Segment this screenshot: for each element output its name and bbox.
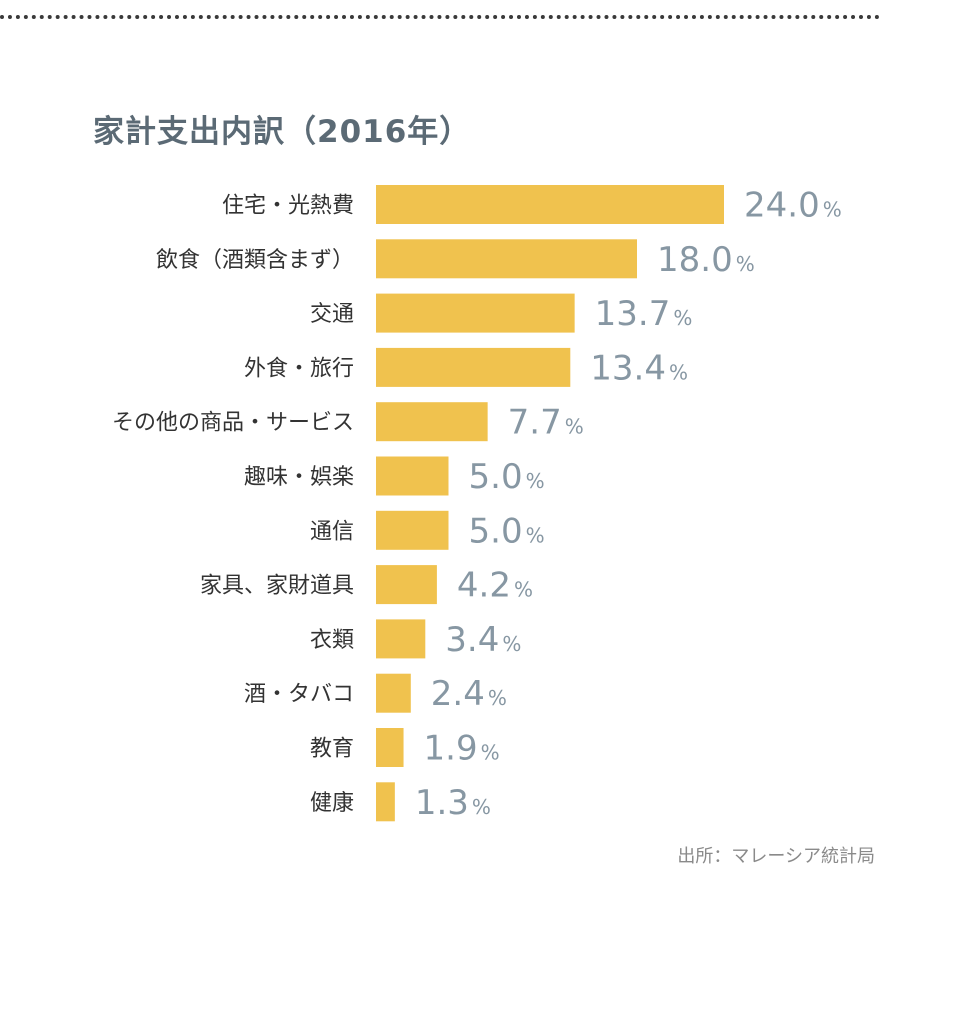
bar-group: 外食・旅行 13.4% bbox=[244, 347, 688, 388]
value-unit: % bbox=[526, 523, 545, 547]
bar-group: 飲食（酒類含まず） 18.0% bbox=[156, 239, 755, 280]
value-unit: % bbox=[514, 578, 533, 602]
category-label: 酒・タバコ bbox=[244, 682, 354, 707]
bar bbox=[376, 673, 411, 713]
bar-group: その他の商品・サービス 7.7% bbox=[112, 402, 584, 443]
category-label: その他の商品・サービス bbox=[112, 411, 354, 436]
value-unit: % bbox=[526, 469, 545, 493]
value-unit: % bbox=[565, 415, 584, 439]
category-label: 教育 bbox=[310, 737, 354, 762]
bar bbox=[376, 456, 449, 496]
bar bbox=[376, 239, 637, 279]
bar-group: 教育 1.9% bbox=[310, 728, 500, 769]
value-number: 1.9 bbox=[424, 729, 478, 769]
bar-group: 趣味・娯楽 5.0% bbox=[244, 456, 545, 497]
value-number: 24.0 bbox=[744, 186, 820, 226]
category-label: 交通 bbox=[310, 302, 354, 327]
category-label: 家具、家財道具 bbox=[200, 574, 354, 599]
value-unit: % bbox=[823, 198, 842, 222]
value-number: 1.3 bbox=[415, 783, 469, 823]
value-number: 7.7 bbox=[508, 403, 562, 443]
value-unit: % bbox=[472, 795, 491, 819]
category-label: 飲食（酒類含まず） bbox=[156, 248, 354, 273]
value-unit: % bbox=[669, 360, 688, 384]
value-label: 18.0% bbox=[657, 240, 755, 280]
value-unit: % bbox=[736, 252, 755, 276]
category-label: 衣類 bbox=[310, 628, 354, 653]
value-number: 18.0 bbox=[657, 240, 733, 280]
value-label: 24.0% bbox=[744, 186, 842, 226]
value-label: 5.0% bbox=[469, 511, 545, 551]
value-label: 1.3% bbox=[415, 783, 491, 823]
bar bbox=[376, 402, 488, 442]
category-label: 通信 bbox=[310, 519, 354, 544]
bar-group: 通信 5.0% bbox=[310, 510, 545, 551]
bar bbox=[376, 510, 449, 550]
value-unit: % bbox=[673, 306, 692, 330]
source-note: 出所：マレーシア統計局 bbox=[677, 846, 875, 867]
category-label: 住宅・光熱費 bbox=[222, 194, 354, 219]
value-label: 7.7% bbox=[508, 403, 584, 443]
bar-group: 住宅・光熱費 24.0% bbox=[222, 185, 842, 226]
category-label: 趣味・娯楽 bbox=[244, 465, 354, 490]
value-label: 1.9% bbox=[424, 729, 500, 769]
bar-group: 家具、家財道具 4.2% bbox=[200, 565, 533, 606]
bar-group: 衣類 3.4% bbox=[310, 619, 521, 660]
value-unit: % bbox=[488, 686, 507, 710]
bar-group: 健康 1.3% bbox=[310, 782, 491, 823]
value-unit: % bbox=[502, 632, 521, 656]
value-number: 13.7 bbox=[595, 294, 671, 334]
value-label: 5.0% bbox=[469, 457, 545, 497]
bar bbox=[376, 293, 575, 333]
value-number: 13.4 bbox=[590, 348, 666, 388]
value-number: 5.0 bbox=[469, 511, 523, 551]
bar bbox=[376, 185, 724, 224]
value-number: 2.4 bbox=[431, 674, 485, 714]
value-number: 5.0 bbox=[469, 457, 523, 497]
value-label: 2.4% bbox=[431, 674, 507, 714]
dotted-divider bbox=[0, 15, 880, 19]
value-number: 3.4 bbox=[445, 620, 499, 660]
category-label: 外食・旅行 bbox=[244, 356, 354, 381]
value-label: 4.2% bbox=[457, 566, 533, 606]
bar bbox=[376, 619, 426, 659]
value-number: 4.2 bbox=[457, 566, 511, 606]
chart-title: 家計支出内訳（2016年） bbox=[93, 114, 472, 150]
value-label: 3.4% bbox=[445, 620, 521, 660]
value-label: 13.4% bbox=[590, 348, 688, 388]
value-label: 13.7% bbox=[595, 294, 693, 334]
category-label: 健康 bbox=[310, 791, 354, 816]
bar bbox=[376, 565, 437, 605]
bar-group: 酒・タバコ 2.4% bbox=[244, 673, 507, 714]
bar bbox=[376, 347, 571, 387]
bar-group: 交通 13.7% bbox=[310, 293, 693, 334]
bar bbox=[376, 782, 395, 822]
bar bbox=[376, 728, 404, 767]
value-unit: % bbox=[481, 741, 500, 765]
